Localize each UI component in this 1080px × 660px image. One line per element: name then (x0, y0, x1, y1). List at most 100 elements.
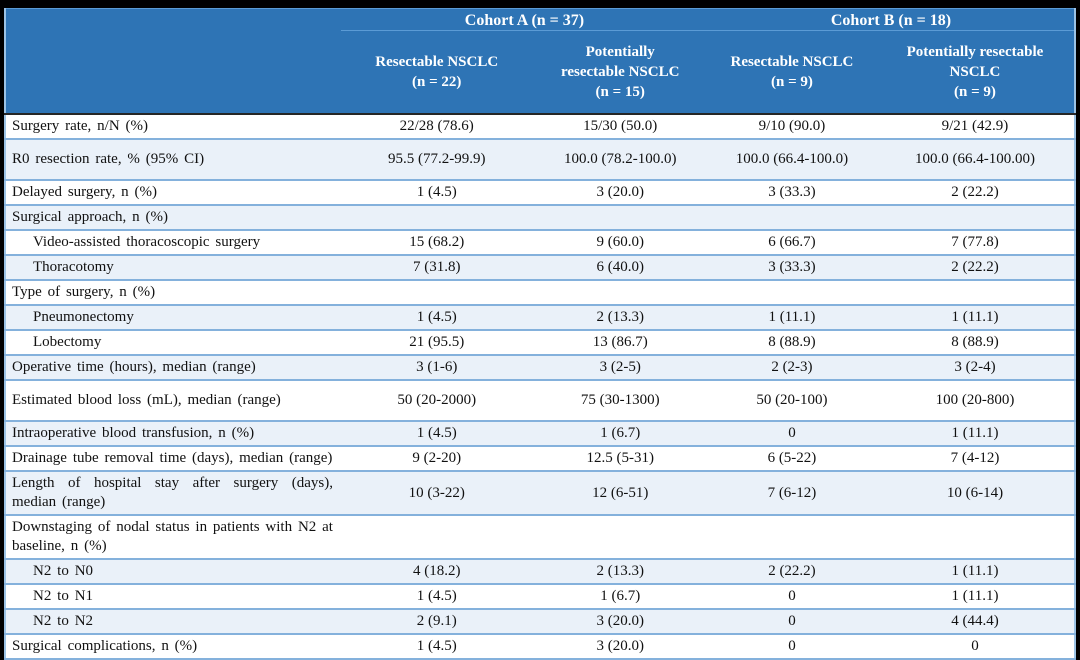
cell-value: 6 (40.0) (532, 254, 708, 280)
cell-value: 0 (707, 583, 876, 609)
cell-value (532, 204, 708, 230)
cell-value: 50 (20-2000) (340, 379, 533, 421)
cell-value (340, 514, 533, 559)
row-label: Thoracotomy (5, 254, 341, 280)
cell-value: 6 (66.7) (707, 229, 876, 255)
cell-value: 1 (4.5) (340, 420, 533, 446)
cell-value: 10 (3-22) (340, 470, 533, 515)
cell-value: 1 (6.7) (532, 420, 708, 446)
table-row: Operative time (hours), median (range) 3… (5, 354, 1075, 380)
row-label: Surgery rate, n/N (%) (5, 113, 341, 139)
table-row: Surgery rate, n/N (%) 22/28 (78.6) 15/30… (5, 113, 1075, 139)
cell-value: 1 (4.5) (340, 633, 533, 660)
cell-value: 1 (4.5) (340, 583, 533, 609)
cell-value: 100 (20-800) (875, 379, 1075, 421)
row-label: N2 to N0 (5, 558, 341, 584)
cell-value: 1 (6.7) (532, 583, 708, 609)
table-row: N2 to N1 1 (4.5) 1 (6.7) 0 1 (11.1) (5, 583, 1075, 609)
cell-value (707, 514, 876, 559)
row-label: Estimated blood loss (mL), median (range… (5, 379, 341, 421)
column-header-potentially-resectable-a: Potentially resectable NSCLC (n = 15) (532, 30, 708, 114)
cell-value: 1 (4.5) (340, 304, 533, 330)
cell-value: 1 (11.1) (875, 583, 1075, 609)
surgery-outcomes-table: Cohort A (n = 37) Cohort B (n = 18) Rese… (4, 8, 1076, 660)
cell-value: 2 (2-3) (707, 354, 876, 380)
row-label: N2 to N2 (5, 608, 341, 634)
cell-value: 7 (4-12) (875, 445, 1075, 471)
cell-value: 8 (88.9) (875, 329, 1075, 355)
cell-value: 2 (13.3) (532, 304, 708, 330)
cell-value (532, 514, 708, 559)
cell-value: 6 (5-22) (707, 445, 876, 471)
cell-value (875, 204, 1075, 230)
row-label: Length of hospital stay after surgery (d… (5, 470, 341, 515)
cell-value: 50 (20-100) (707, 379, 876, 421)
cell-value: 13 (86.7) (532, 329, 708, 355)
cell-value: 9 (2-20) (340, 445, 533, 471)
cell-value: 7 (6-12) (707, 470, 876, 515)
cell-value: 12 (6-51) (532, 470, 708, 515)
cell-value: 0 (875, 633, 1075, 660)
cell-value: 1 (11.1) (875, 558, 1075, 584)
cell-value: 1 (11.1) (875, 304, 1075, 330)
cell-value: 3 (33.3) (707, 254, 876, 280)
cohort-header-row: Cohort A (n = 37) Cohort B (n = 18) (4, 8, 1075, 114)
section-label: Downstaging of nodal status in patients … (5, 514, 341, 559)
row-label: Surgical complications, n (%) (5, 633, 341, 660)
cell-value: 1 (4.5) (340, 179, 533, 205)
row-label: Intraoperative blood transfusion, n (%) (5, 420, 341, 446)
cell-value: 8 (88.9) (707, 329, 876, 355)
cell-value: 2 (22.2) (707, 558, 876, 584)
cell-value: 3 (2-4) (875, 354, 1075, 380)
row-label: Video-assisted thoracoscopic surgery (5, 229, 341, 255)
row-label: R0 resection rate, % (95% CI) (5, 138, 341, 180)
cell-value (875, 279, 1075, 305)
table-row: Surgical complications, n (%) 1 (4.5) 3 … (5, 633, 1075, 660)
cell-value: 22/28 (78.6) (340, 113, 533, 139)
cell-value: 100.0 (78.2-100.0) (532, 138, 708, 180)
header-corner-cell (4, 8, 341, 114)
section-label: Surgical approach, n (%) (5, 204, 341, 230)
cell-value (532, 279, 708, 305)
table-row: Lobectomy 21 (95.5) 13 (86.7) 8 (88.9) 8… (5, 329, 1075, 355)
section-row: Type of surgery, n (%) (5, 279, 1075, 305)
cohort-b-header: Cohort B (n = 18) (707, 8, 1075, 31)
column-header-resectable-b: Resectable NSCLC (n = 9) (707, 30, 876, 114)
table-row: Thoracotomy 7 (31.8) 6 (40.0) 3 (33.3) 2… (5, 254, 1075, 280)
cell-value: 4 (18.2) (340, 558, 533, 584)
cell-value: 9/21 (42.9) (875, 113, 1075, 139)
cell-value: 9/10 (90.0) (707, 113, 876, 139)
column-header-potentially-resectable-b: Potentially resectable NSCLC (n = 9) (875, 30, 1075, 114)
cell-value: 9 (60.0) (532, 229, 708, 255)
cell-value: 10 (6-14) (875, 470, 1075, 515)
cell-value: 3 (33.3) (707, 179, 876, 205)
cell-value (340, 204, 533, 230)
cohort-a-header: Cohort A (n = 37) (340, 8, 708, 31)
section-label: Type of surgery, n (%) (5, 279, 341, 305)
cell-value: 2 (22.2) (875, 179, 1075, 205)
column-header-resectable-a: Resectable NSCLC (n = 22) (340, 30, 533, 114)
row-label: Lobectomy (5, 329, 341, 355)
cell-value: 3 (2-5) (532, 354, 708, 380)
table-row: Intraoperative blood transfusion, n (%) … (5, 420, 1075, 446)
cell-value (340, 279, 533, 305)
table-row: R0 resection rate, % (95% CI) 95.5 (77.2… (5, 138, 1075, 180)
cell-value: 75 (30-1300) (532, 379, 708, 421)
table-row: Drainage tube removal time (days), media… (5, 445, 1075, 471)
cell-value: 1 (11.1) (875, 420, 1075, 446)
table-row: Video-assisted thoracoscopic surgery 15 … (5, 229, 1075, 255)
cell-value: 3 (20.0) (532, 608, 708, 634)
cell-value: 7 (31.8) (340, 254, 533, 280)
row-label: Drainage tube removal time (days), media… (5, 445, 341, 471)
cell-value (875, 514, 1075, 559)
cell-value: 3 (1-6) (340, 354, 533, 380)
cell-value: 0 (707, 608, 876, 634)
table-row: Pneumonectomy 1 (4.5) 2 (13.3) 1 (11.1) … (5, 304, 1075, 330)
cell-value: 0 (707, 633, 876, 660)
cell-value: 2 (9.1) (340, 608, 533, 634)
cell-value: 2 (22.2) (875, 254, 1075, 280)
row-label: Pneumonectomy (5, 304, 341, 330)
cell-value: 100.0 (66.4-100.0) (707, 138, 876, 180)
table-header: Cohort A (n = 37) Cohort B (n = 18) Rese… (4, 8, 1075, 114)
